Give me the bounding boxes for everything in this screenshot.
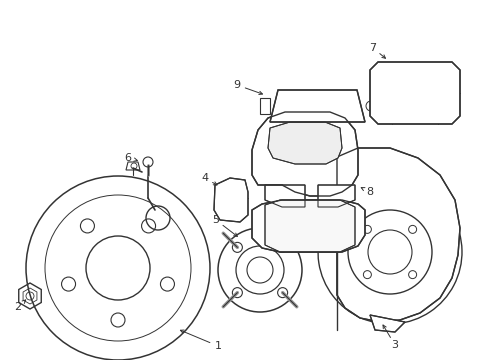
Polygon shape: [369, 62, 459, 124]
Text: 9: 9: [233, 80, 240, 90]
Polygon shape: [317, 185, 354, 207]
Polygon shape: [336, 148, 459, 322]
Polygon shape: [369, 315, 404, 332]
Text: 4: 4: [201, 173, 208, 183]
Polygon shape: [267, 122, 341, 164]
Text: 1: 1: [214, 341, 221, 351]
Polygon shape: [264, 185, 305, 207]
Polygon shape: [251, 112, 357, 196]
Text: 6: 6: [124, 153, 131, 163]
Polygon shape: [214, 178, 247, 222]
Text: 3: 3: [391, 340, 398, 350]
Polygon shape: [269, 90, 364, 122]
Text: 7: 7: [368, 43, 376, 53]
Polygon shape: [251, 200, 364, 252]
Text: 2: 2: [15, 302, 21, 312]
Polygon shape: [264, 200, 354, 252]
Text: 8: 8: [366, 187, 373, 197]
Text: 5: 5: [212, 215, 219, 225]
